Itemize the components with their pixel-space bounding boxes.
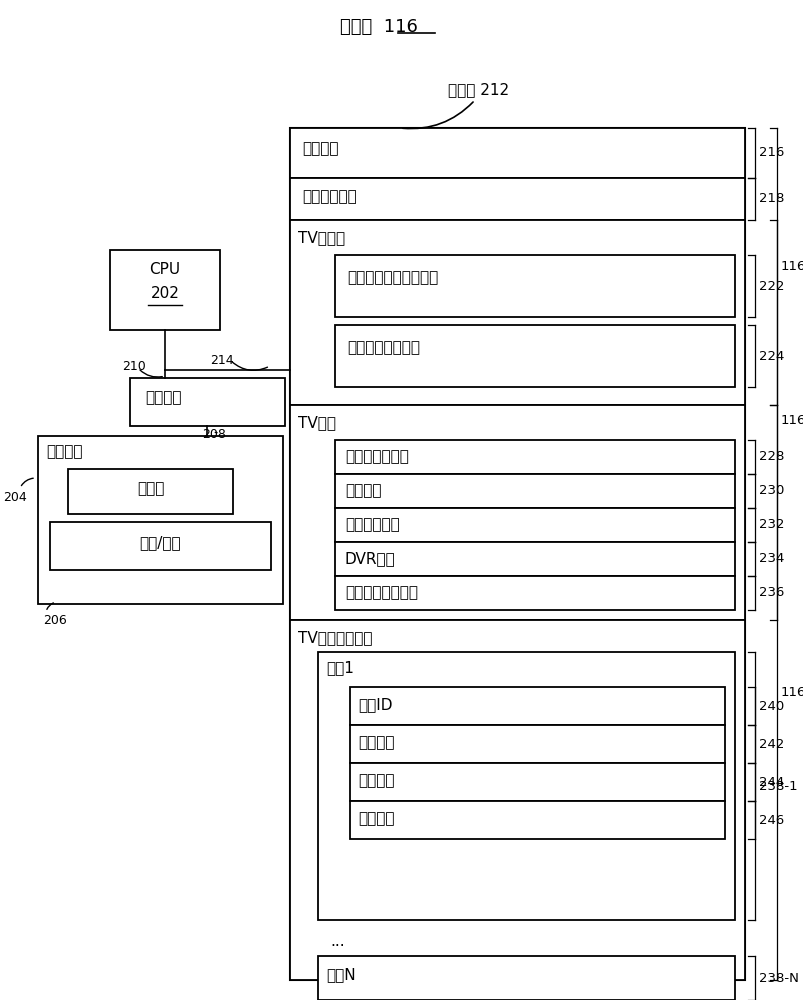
- Text: 224: 224: [758, 350, 784, 362]
- Text: 202: 202: [150, 286, 179, 301]
- FancyBboxPatch shape: [318, 652, 734, 920]
- Text: 远程控制模块: 远程控制模块: [344, 517, 399, 532]
- Text: 228: 228: [758, 450, 784, 464]
- Text: 116-1: 116-1: [780, 260, 803, 273]
- Text: 节目信息: 节目信息: [357, 773, 394, 788]
- Text: 246: 246: [758, 814, 783, 826]
- Text: 238-1: 238-1: [758, 780, 797, 792]
- Text: 218: 218: [758, 192, 784, 206]
- Text: 视频场景转换检测模块: 视频场景转换检测模块: [347, 270, 438, 285]
- Text: 通信接口: 通信接口: [145, 390, 181, 405]
- Text: 键盘/鼠标: 键盘/鼠标: [140, 535, 181, 550]
- Text: CPU: CPU: [149, 262, 181, 277]
- FancyBboxPatch shape: [335, 325, 734, 387]
- Text: 用户界面: 用户界面: [46, 444, 83, 459]
- Text: 210: 210: [122, 360, 145, 373]
- Text: 222: 222: [758, 279, 784, 292]
- Text: 存储器 212: 存储器 212: [447, 82, 508, 97]
- Text: 116-3: 116-3: [780, 686, 803, 699]
- Text: 238-N: 238-N: [758, 972, 798, 984]
- Text: 记录1: 记录1: [325, 660, 353, 675]
- Text: 机顶盒  116: 机顶盒 116: [340, 18, 418, 36]
- FancyBboxPatch shape: [290, 405, 744, 620]
- FancyBboxPatch shape: [335, 474, 734, 508]
- FancyBboxPatch shape: [290, 220, 744, 405]
- Text: TV采样器: TV采样器: [298, 230, 344, 245]
- FancyBboxPatch shape: [290, 128, 744, 178]
- Text: 搜索模块: 搜索模块: [344, 483, 381, 498]
- FancyBboxPatch shape: [290, 128, 744, 980]
- Text: 206: 206: [43, 614, 67, 627]
- Text: DVR模块: DVR模块: [344, 551, 395, 566]
- Text: 记录ID: 记录ID: [357, 697, 392, 712]
- FancyBboxPatch shape: [335, 576, 734, 610]
- Text: 家庭屏幕定制模块: 家庭屏幕定制模块: [344, 585, 418, 600]
- Text: ...: ...: [329, 934, 344, 949]
- Text: 240: 240: [758, 700, 783, 712]
- Text: 网络浏览器模块: 网络浏览器模块: [344, 449, 409, 464]
- FancyArrowPatch shape: [47, 603, 53, 609]
- Text: 204: 204: [3, 491, 26, 504]
- Text: 记录N: 记录N: [325, 967, 355, 982]
- FancyBboxPatch shape: [68, 469, 233, 514]
- Text: TV应用: TV应用: [298, 415, 336, 430]
- FancyArrowPatch shape: [402, 102, 472, 129]
- Text: 236: 236: [758, 586, 784, 599]
- Text: 网络通信模块: 网络通信模块: [302, 189, 357, 204]
- Text: 232: 232: [758, 518, 784, 532]
- FancyBboxPatch shape: [335, 255, 734, 317]
- FancyArrowPatch shape: [232, 362, 267, 370]
- FancyBboxPatch shape: [290, 178, 744, 220]
- FancyArrowPatch shape: [140, 370, 162, 377]
- Text: 230: 230: [758, 485, 784, 497]
- Text: 频道信息: 频道信息: [357, 735, 394, 750]
- Text: 216: 216: [758, 146, 784, 159]
- FancyBboxPatch shape: [349, 763, 724, 801]
- Text: 244: 244: [758, 776, 783, 788]
- Text: 116-2: 116-2: [780, 414, 803, 426]
- FancyBboxPatch shape: [50, 522, 271, 570]
- Text: 操作系统: 操作系统: [302, 141, 338, 156]
- FancyBboxPatch shape: [335, 440, 734, 474]
- Text: 242: 242: [758, 738, 784, 750]
- FancyBboxPatch shape: [349, 725, 724, 763]
- Text: 214: 214: [210, 354, 234, 367]
- FancyBboxPatch shape: [349, 801, 724, 839]
- FancyBboxPatch shape: [290, 620, 744, 980]
- Text: 208: 208: [202, 428, 226, 441]
- FancyBboxPatch shape: [38, 436, 283, 604]
- Text: TV收视历史记录: TV收视历史记录: [298, 630, 372, 645]
- FancyBboxPatch shape: [110, 250, 220, 330]
- Text: 显示器: 显示器: [137, 481, 164, 496]
- Text: 音频指纹产生模块: 音频指纹产生模块: [347, 340, 419, 355]
- Text: 持续时间: 持续时间: [357, 811, 394, 826]
- Text: 234: 234: [758, 552, 784, 566]
- FancyBboxPatch shape: [130, 378, 284, 426]
- FancyBboxPatch shape: [335, 508, 734, 542]
- FancyBboxPatch shape: [335, 542, 734, 576]
- FancyBboxPatch shape: [349, 687, 724, 725]
- FancyBboxPatch shape: [318, 956, 734, 1000]
- FancyArrowPatch shape: [22, 478, 33, 486]
